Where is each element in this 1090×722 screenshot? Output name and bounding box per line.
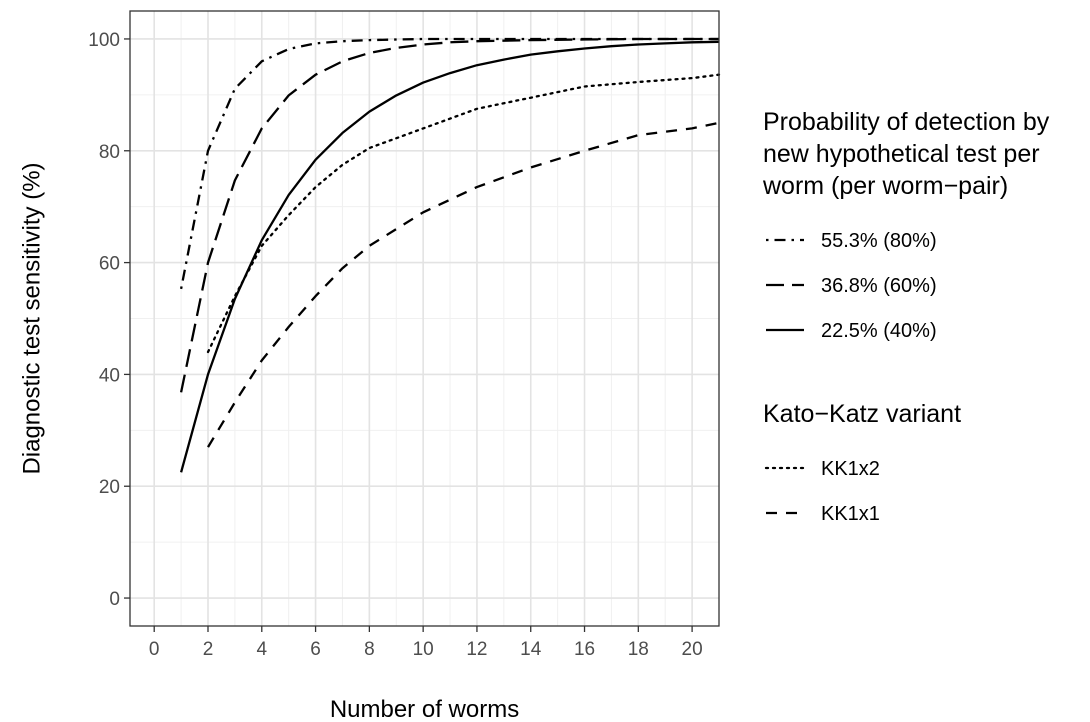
x-tick-label: 12 — [466, 639, 487, 660]
x-tick-label: 16 — [574, 639, 595, 660]
legend-title: Probability of detection by new hypotheti… — [762, 108, 1050, 200]
x-tick-label: 4 — [256, 639, 267, 660]
legend-label: KK1x1 — [821, 503, 880, 525]
y-tick-label: 20 — [99, 477, 120, 498]
series-line-dashed — [207, 121, 720, 448]
x-tick-label: 0 — [149, 639, 160, 660]
y-tick-label: 0 — [109, 589, 120, 610]
x-tick-label: 18 — [628, 639, 649, 660]
series-line-dotted — [206, 73, 721, 354]
legend-label: 55.3% (80%) — [821, 230, 937, 252]
x-tick-label: 8 — [364, 639, 375, 660]
x-axis-title: Number of worms — [330, 696, 519, 722]
x-tick-label: 10 — [413, 639, 434, 660]
plot-panel-border — [129, 10, 720, 627]
x-tick-label: 2 — [203, 639, 214, 660]
x-axis-tick-labels: 0 2 4 6 8 10 12 14 16 18 20 — [149, 639, 703, 660]
axis-ticks — [124, 38, 693, 632]
y-tick-label: 40 — [99, 365, 120, 386]
y-axis-tick-labels: 0 20 40 60 80 100 — [88, 30, 120, 610]
legend-title: Kato−Katz variant — [763, 400, 961, 428]
x-tick-label: 6 — [310, 639, 321, 660]
y-tick-label: 60 — [99, 254, 120, 275]
y-tick-label: 80 — [99, 142, 120, 163]
series-line-solid — [179, 40, 720, 473]
x-tick-label: 20 — [682, 639, 703, 660]
legend-label: 36.8% (60%) — [821, 275, 937, 297]
series-lines — [179, 37, 721, 473]
y-axis-title: Diagnostic test sensitivity (%) — [19, 162, 46, 474]
y-tick-label: 100 — [88, 30, 120, 51]
legend-label: KK1x2 — [821, 458, 880, 480]
legend-label: 22.5% (40%) — [821, 320, 937, 342]
x-tick-label: 14 — [520, 639, 542, 660]
legend: Probability of detection by new hypotheti… — [762, 108, 1050, 525]
major-gridlines — [130, 11, 719, 626]
minor-gridlines — [130, 11, 719, 626]
